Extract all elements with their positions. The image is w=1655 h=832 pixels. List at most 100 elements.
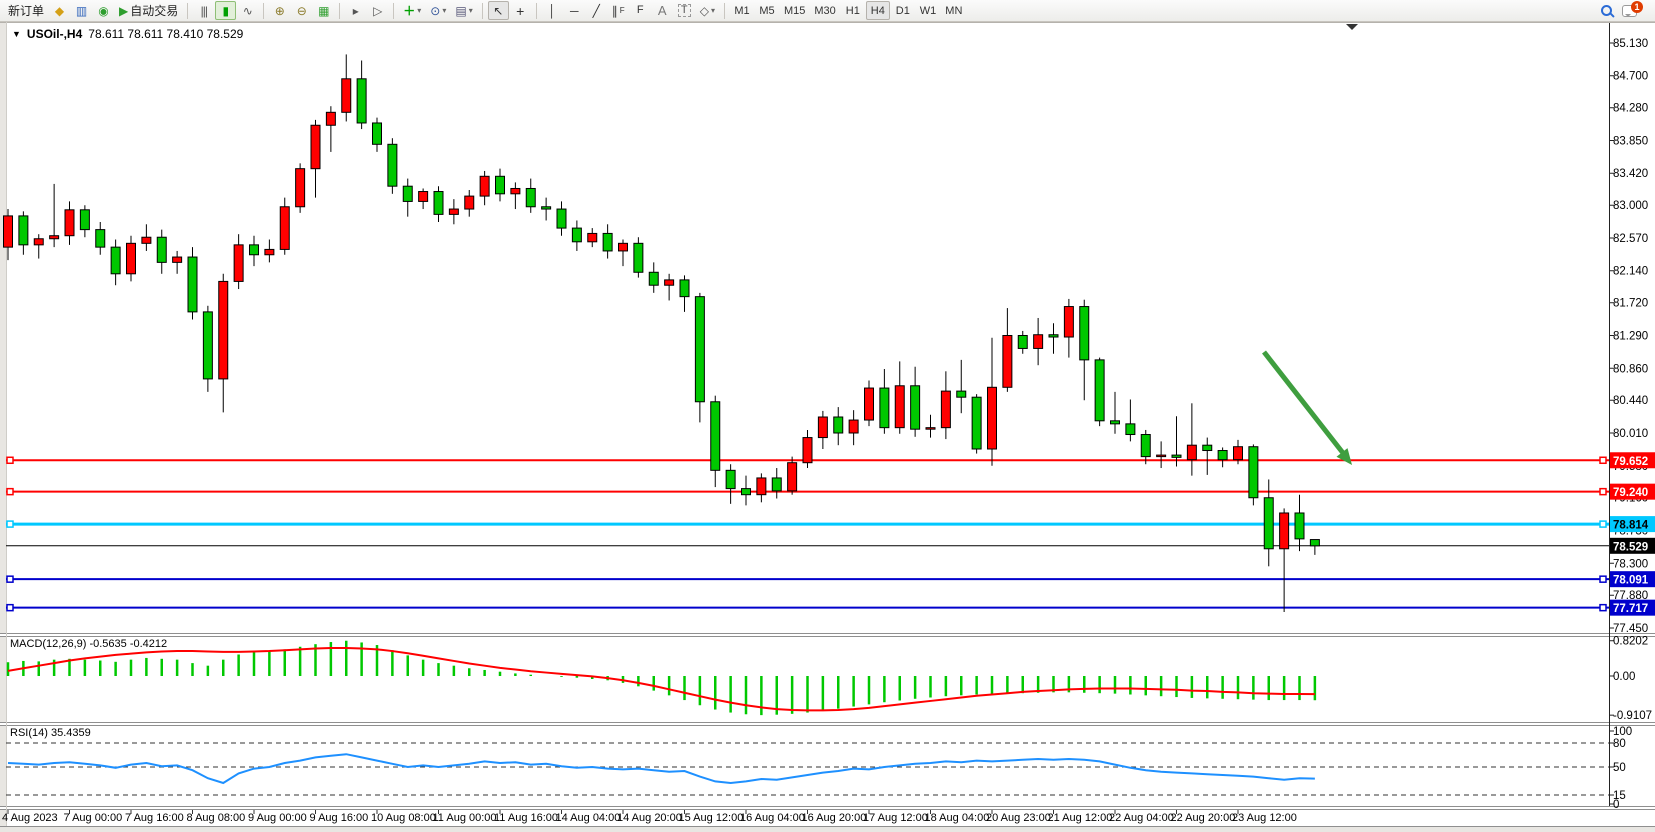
candle-body (694, 296, 705, 403)
candle-body (725, 469, 736, 490)
line-anchor-left[interactable] (6, 575, 14, 583)
add-indicator-button[interactable]: ＋ ▾ (403, 3, 422, 18)
price-badge-78.091[interactable]: 78.091 (1610, 571, 1655, 588)
candle-body (633, 242, 644, 273)
line-anchor-right[interactable] (1599, 487, 1607, 496)
timeframe-m30[interactable]: M30 (814, 4, 836, 17)
search-icon[interactable] (1601, 5, 1612, 16)
zoom-in-icon[interactable]: ⊕ (274, 3, 285, 18)
chart-shift-marker[interactable] (1346, 24, 1358, 30)
price-badge-bg (1610, 571, 1655, 588)
time-tick-label: 16 Aug 20:00 (802, 812, 867, 824)
candlestick-chart-icon[interactable]: ▮ (215, 1, 237, 20)
time-tick-label: 18 Aug 04:00 (925, 812, 990, 824)
candle-body (756, 477, 767, 496)
cursor-tool-icon[interactable]: ↖ (487, 1, 509, 20)
candle-body (664, 279, 675, 286)
template-button[interactable]: ▤ ▾ (455, 3, 473, 18)
toolbar-separator (535, 2, 537, 19)
timeframe-m5[interactable]: M5 (759, 4, 775, 17)
candle-body (925, 427, 936, 430)
auto-scroll-icon[interactable]: ▸ (352, 3, 359, 18)
candle-body (879, 387, 890, 429)
price-badge-78.529[interactable]: 78.529 (1610, 537, 1655, 554)
market-watch-icon[interactable]: ◆ (54, 3, 65, 18)
time-tick-label: 22 Aug 20:00 (1171, 812, 1236, 824)
price-line-78.814[interactable] (6, 520, 1609, 528)
price-tick-label: 81.290 (1613, 330, 1648, 342)
new-order-button[interactable]: 新订单 (8, 4, 45, 18)
price-line-77.717[interactable] (6, 603, 1609, 612)
timeframe-h1[interactable]: H1 (845, 4, 860, 17)
price-line-78.091[interactable] (6, 575, 1609, 583)
timeframe-h4[interactable]: H4 (865, 1, 890, 20)
rsi-indicator-label: RSI(14) 35.4359 (10, 727, 91, 739)
line-anchor-right[interactable] (1599, 603, 1607, 612)
candle-body (1309, 539, 1320, 547)
line-anchor-left[interactable] (6, 603, 14, 612)
tile-windows-icon[interactable]: ▦ (318, 3, 330, 18)
time-tick-label: 11 Aug 00:00 (433, 812, 497, 824)
line-anchor-left[interactable] (6, 487, 14, 496)
timeframe-w1[interactable]: W1 (919, 4, 937, 17)
zoom-out-icon[interactable]: ⊖ (296, 3, 307, 18)
candle-body (279, 206, 290, 250)
fibonacci-tool-icon[interactable]: F (636, 4, 644, 16)
price-badge-77.717[interactable]: 77.717 (1610, 599, 1655, 616)
navigator-icon[interactable]: ▥ (75, 3, 88, 18)
trendline-tool-icon[interactable]: ╱ (592, 3, 600, 18)
price-tick-label: 83.000 (1613, 200, 1648, 212)
timeframe-mn[interactable]: MN (945, 4, 963, 17)
candle-body (18, 215, 29, 246)
timeframe-m15[interactable]: M15 (783, 4, 806, 17)
candle-body (787, 462, 798, 492)
candle-body (1063, 306, 1074, 338)
price-badge-79.240[interactable]: 79.240 (1610, 483, 1655, 500)
candle-body (49, 235, 60, 240)
chart-shift-icon[interactable]: ▷ (373, 3, 383, 18)
price-badge-78.814[interactable]: 78.814 (1610, 516, 1655, 533)
notification-count-badge: 1 (1631, 0, 1643, 13)
line-anchor-left[interactable] (6, 520, 14, 528)
candle-body (64, 209, 75, 237)
vertical-line-tool-icon[interactable]: │ (548, 3, 556, 18)
candle-body (110, 246, 121, 275)
signals-icon[interactable]: ◉ (98, 3, 109, 18)
line-anchor-right[interactable] (1599, 456, 1607, 465)
chat-notifications-icon[interactable]: 1 (1622, 0, 1643, 17)
chart-background (6, 22, 1655, 826)
candle-body (971, 396, 982, 450)
time-tick-label: 9 Aug 16:00 (310, 812, 369, 824)
line-anchor-right[interactable] (1599, 520, 1607, 528)
price-badge-bg (1610, 516, 1655, 533)
price-badge-79.652[interactable]: 79.652 (1610, 452, 1655, 469)
rsi-tick-label: 50 (1613, 762, 1626, 774)
price-tick-label: 80.440 (1613, 395, 1648, 407)
candle-body (202, 311, 213, 380)
crosshair-tool-icon[interactable]: + (516, 2, 525, 19)
candle-body (1217, 450, 1228, 461)
price-line-79.240[interactable] (6, 487, 1609, 496)
timeframe-m1[interactable]: M1 (734, 4, 750, 17)
line-anchor-right[interactable] (1599, 575, 1607, 583)
price-badge-text: 78.814 (1613, 520, 1649, 532)
candle-body (1156, 454, 1167, 458)
trend-arrow-annotation[interactable] (1262, 350, 1352, 465)
line-chart-icon[interactable]: ∿ (242, 3, 253, 18)
toolbar-separator (393, 2, 395, 19)
candle-body (802, 437, 813, 464)
auto-trading-button[interactable]: ▶ 自动交易 (119, 3, 179, 18)
text-label-tool-icon[interactable]: T (674, 1, 695, 20)
periods-button[interactable]: ⊙ ▾ (430, 3, 447, 18)
shapes-tool-icon[interactable]: ◇ ▾ (699, 3, 715, 18)
chart-menu-icon[interactable]: ▼ (12, 29, 21, 39)
timeframe-d1[interactable]: D1 (895, 4, 910, 17)
bar-chart-icon[interactable]: ||| (200, 3, 208, 18)
text-tool-icon[interactable]: A (657, 3, 667, 18)
candle-body (1171, 454, 1182, 458)
line-anchor-left[interactable] (6, 456, 14, 465)
horizontal-line-tool-icon[interactable]: ─ (569, 3, 579, 18)
channel-tool-icon[interactable]: ∥ F (611, 3, 625, 18)
arrow-head (1336, 448, 1352, 465)
chart-symbol-period: USOil-,H4 (26, 27, 83, 41)
